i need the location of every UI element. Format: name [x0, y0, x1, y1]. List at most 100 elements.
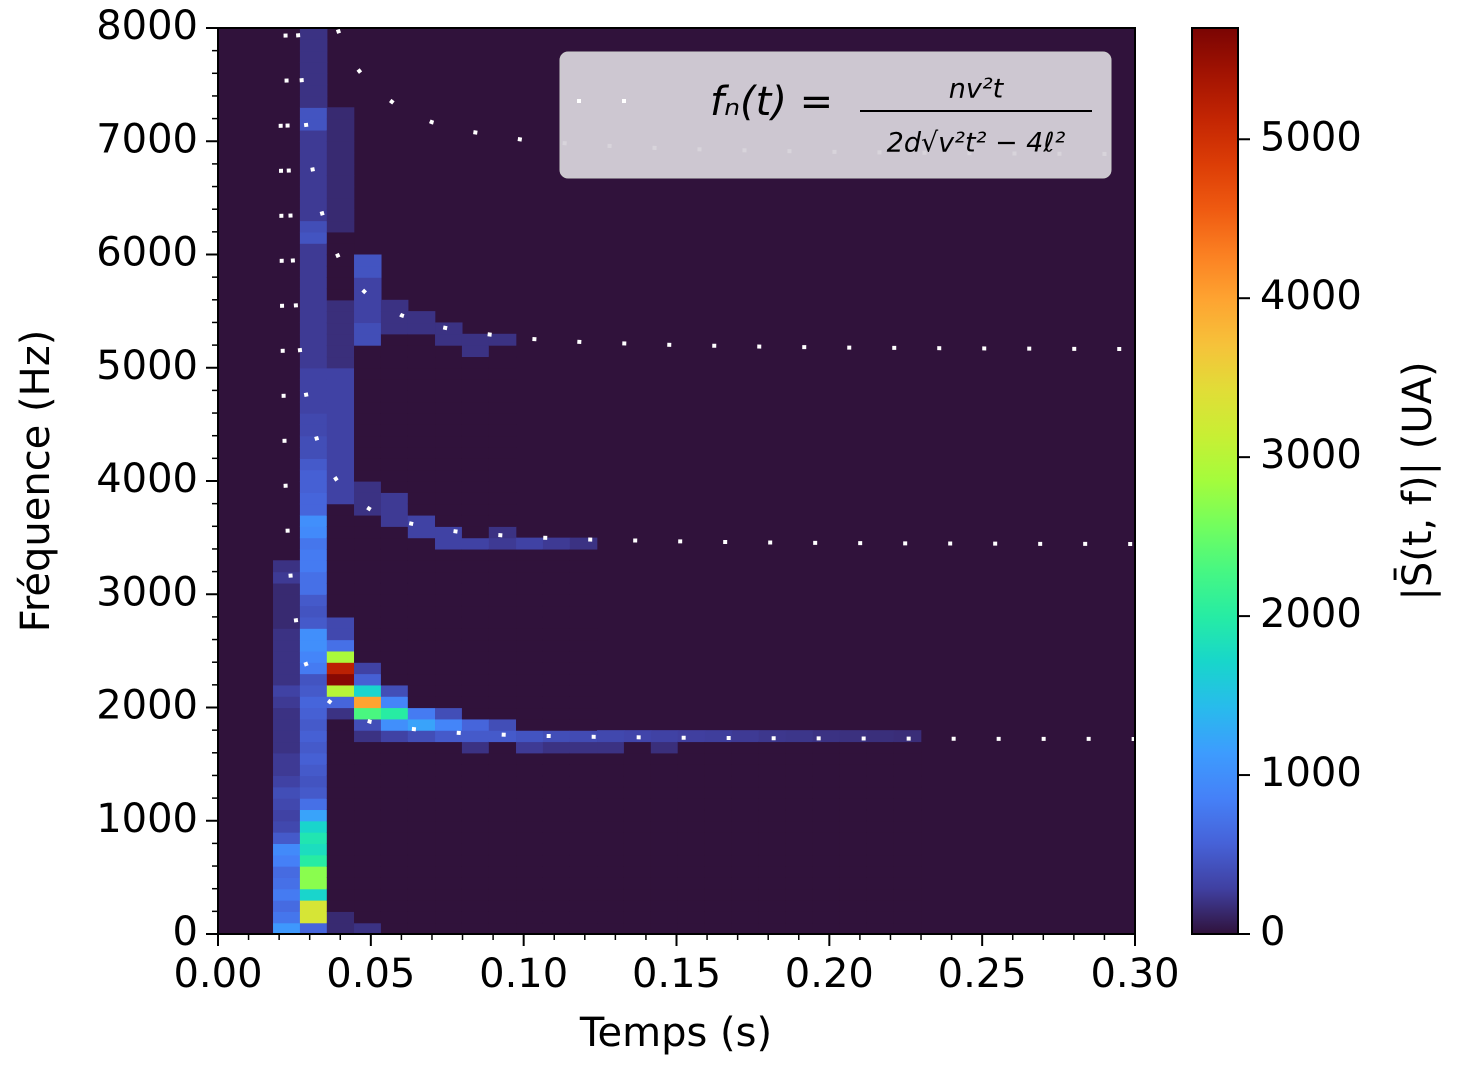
heatmap-cell: [542, 696, 571, 709]
heatmap-cell: [380, 696, 409, 709]
heatmap-cell: [812, 752, 841, 765]
heatmap-cell: [516, 888, 544, 901]
heatmap-cell: [597, 866, 625, 878]
heatmap-cell: [380, 866, 409, 878]
heatmap-cell: [488, 401, 517, 414]
heatmap-cell: [542, 718, 571, 731]
heatmap-cell: [839, 843, 868, 856]
heatmap-cell: [597, 877, 625, 890]
heatmap-cell: [380, 311, 409, 324]
heatmap-cell: [704, 798, 733, 811]
heatmap-cell: [488, 333, 517, 346]
heatmap-cell: [597, 820, 625, 833]
heatmap-cell: [273, 616, 301, 629]
heatmap-cell: [488, 707, 517, 720]
heatmap-cell: [407, 582, 436, 595]
heatmap-cell: [569, 616, 598, 629]
heatmap-cell: [812, 730, 841, 743]
y-tick-label: 3000: [96, 569, 198, 615]
heatmap-cell: [461, 900, 490, 912]
heatmap-cell: [488, 764, 517, 777]
heatmap-cell: [380, 594, 409, 607]
heatmap-cell: [407, 447, 436, 459]
heatmap-cell: [299, 129, 328, 142]
heatmap-cell: [893, 854, 922, 867]
heatmap-cell: [461, 401, 490, 414]
heatmap-cell: [354, 288, 382, 301]
colorbar-tick-label: 1000: [1260, 750, 1362, 796]
heatmap-cell: [354, 537, 382, 550]
heatmap-cell: [704, 741, 733, 754]
heatmap-cell: [326, 798, 355, 811]
heatmap-cell: [354, 707, 382, 720]
heatmap-cell: [273, 673, 301, 686]
heatmap-cell: [435, 492, 463, 505]
heatmap-cell: [758, 820, 787, 833]
colorbar-tick-label: 5000: [1260, 114, 1362, 160]
heatmap-cell: [542, 900, 571, 912]
heatmap-cell: [380, 526, 409, 539]
heatmap-cell: [435, 639, 463, 652]
heatmap-cell: [354, 628, 382, 641]
heatmap-cell: [273, 832, 301, 844]
heatmap-cell: [785, 786, 814, 799]
heatmap-cell: [326, 911, 355, 924]
heatmap-cell: [273, 571, 301, 584]
heatmap-cell: [326, 786, 355, 799]
heatmap-cell: [273, 560, 301, 573]
heatmap-cell: [597, 764, 625, 777]
heatmap-cell: [488, 367, 517, 380]
heatmap-cell: [299, 73, 328, 86]
heatmap-cell: [435, 379, 463, 391]
heatmap-cell: [542, 854, 571, 867]
heatmap-cell: [461, 888, 490, 901]
heatmap-cell: [597, 922, 625, 934]
heatmap-cell: [354, 526, 382, 539]
heatmap-cell: [488, 548, 517, 561]
heatmap-cell: [461, 786, 490, 799]
heatmap-cell: [516, 877, 544, 890]
heatmap-cell: [354, 752, 382, 765]
heatmap-cell: [380, 764, 409, 777]
heatmap-cell: [461, 447, 490, 459]
heatmap-cell: [488, 560, 517, 573]
heatmap-cell: [461, 514, 490, 527]
heatmap-cell: [380, 832, 409, 844]
heatmap-cell: [542, 809, 571, 822]
heatmap-cell: [812, 877, 841, 890]
heatmap-cell: [597, 843, 625, 856]
heatmap-cell: [435, 866, 463, 878]
heatmap-cell: [597, 809, 625, 822]
heatmap-cell: [299, 696, 328, 709]
heatmap-cell: [273, 684, 301, 697]
heatmap-cell: [299, 209, 328, 222]
heatmap-cell: [354, 390, 382, 403]
y-tick-label: 8000: [96, 3, 198, 49]
heatmap-cell: [299, 107, 328, 120]
heatmap-cell: [488, 390, 517, 403]
heatmap-cell: [407, 367, 436, 380]
heatmap-cell: [542, 820, 571, 833]
heatmap-cell: [326, 129, 355, 142]
heatmap-cell: [299, 503, 328, 516]
heatmap-cell: [435, 673, 463, 686]
heatmap-cell: [893, 730, 922, 743]
heatmap-cell: [354, 424, 382, 437]
heatmap-cell: [407, 854, 436, 867]
heatmap-cell: [785, 730, 814, 743]
heatmap-cell: [812, 741, 841, 754]
heatmap-cell: [461, 775, 490, 788]
heatmap-cell: [542, 752, 571, 765]
heatmap-cell: [299, 424, 328, 437]
heatmap-cell: [326, 764, 355, 777]
heatmap-cell: [866, 820, 895, 833]
heatmap-cell: [677, 809, 706, 822]
heatmap-cell: [516, 605, 544, 618]
heatmap-cell: [542, 548, 571, 561]
heatmap-cell: [435, 322, 463, 335]
heatmap-cell: [299, 265, 328, 278]
heatmap-cell: [839, 775, 868, 788]
heatmap-cell: [326, 163, 355, 176]
heatmap-cell: [299, 537, 328, 550]
heatmap-cell: [461, 764, 490, 777]
